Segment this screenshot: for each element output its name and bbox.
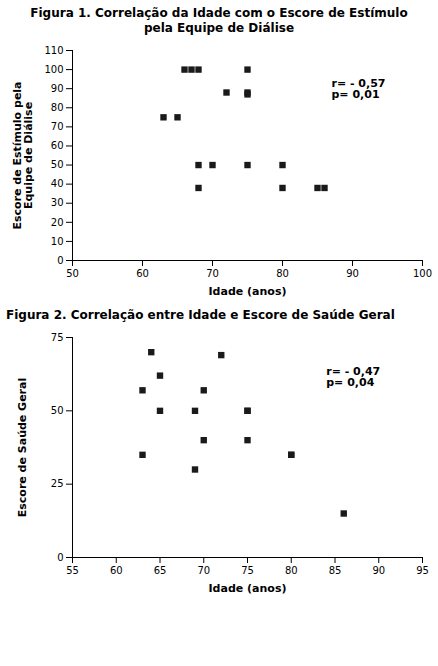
- html-text:pela Equipe de Diálise: pela Equipe de Diálise: [144, 21, 294, 35]
- svg-text:20: 20: [51, 217, 64, 228]
- svg-text:25: 25: [51, 478, 64, 489]
- svg-text:55: 55: [66, 565, 79, 576]
- svg-text:80: 80: [51, 102, 64, 113]
- svg-text:10: 10: [51, 236, 64, 247]
- svg-text:75: 75: [51, 332, 64, 343]
- svg-text:90: 90: [346, 268, 359, 279]
- svg-text:Idade (anos): Idade (anos): [209, 285, 287, 298]
- html-text:Figura 2. Correlação entre Ida: Figura 2. Correlação entre Idade e Escor…: [6, 308, 395, 322]
- svg-text:70: 70: [197, 565, 210, 576]
- svg-text:Escore de Estímulo pelaEquipe: Escore de Estímulo pelaEquipe de Diálise: [11, 81, 35, 229]
- svg-text:60: 60: [110, 565, 123, 576]
- svg-text:85: 85: [329, 565, 342, 576]
- svg-text:95: 95: [416, 565, 429, 576]
- svg-text:r= - 0,47p= 0,04: r= - 0,47p= 0,04: [326, 365, 380, 389]
- svg-text:65: 65: [154, 565, 167, 576]
- svg-text:50: 50: [66, 268, 79, 279]
- svg-text:80: 80: [276, 268, 289, 279]
- svg-text:Idade (anos): Idade (anos): [209, 582, 287, 595]
- svg-text:60: 60: [136, 268, 149, 279]
- svg-text:50: 50: [51, 159, 64, 170]
- svg-text:60: 60: [51, 140, 64, 151]
- svg-text:100: 100: [44, 64, 63, 75]
- svg-text:0: 0: [57, 552, 63, 563]
- svg-text:80: 80: [285, 565, 298, 576]
- svg-text:75: 75: [241, 565, 254, 576]
- svg-text:70: 70: [51, 121, 64, 132]
- svg-text:90: 90: [372, 565, 385, 576]
- svg-text:50: 50: [51, 405, 64, 416]
- svg-text:r= - 0,57p= 0,01: r= - 0,57p= 0,01: [332, 77, 386, 101]
- svg-text:40: 40: [51, 178, 64, 189]
- svg-text:30: 30: [51, 197, 64, 208]
- svg-text:0: 0: [57, 255, 63, 266]
- svg-text:110: 110: [44, 45, 63, 56]
- svg-text:90: 90: [51, 83, 64, 94]
- svg-text:70: 70: [206, 268, 219, 279]
- html-text:Figura 1. Correlação da Idade: Figura 1. Correlação da Idade com o Esco…: [30, 6, 408, 20]
- svg-text:Escore de Saúde Geral: Escore de Saúde Geral: [16, 378, 29, 517]
- svg-text:100: 100: [413, 268, 432, 279]
